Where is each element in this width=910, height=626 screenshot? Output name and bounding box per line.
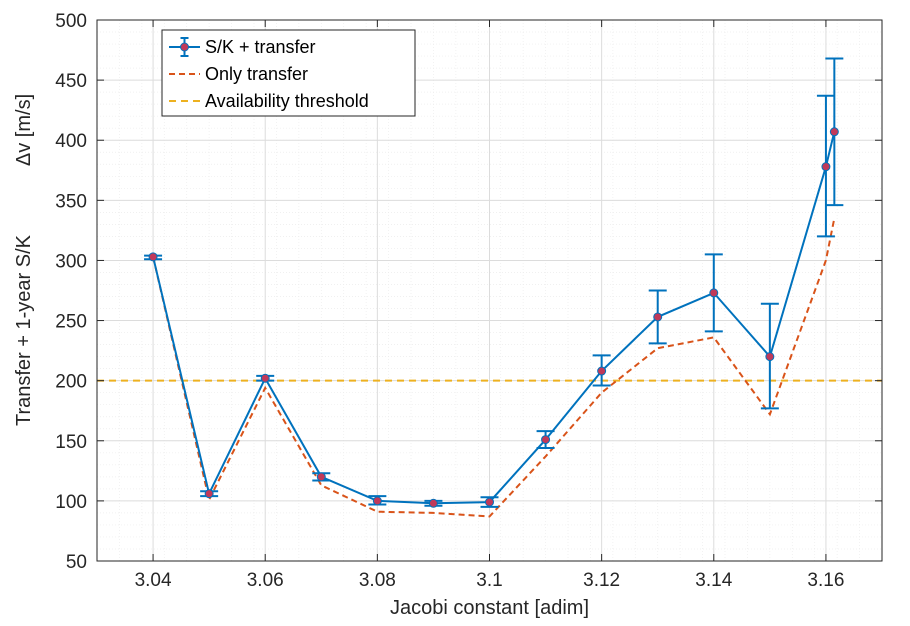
data-point <box>316 472 326 482</box>
x-tick-label: 3.08 <box>359 570 396 591</box>
legend-entry-only-transfer: Only transfer <box>205 64 308 84</box>
data-point <box>821 162 831 172</box>
y-tick-label: 400 <box>55 131 87 152</box>
data-point <box>541 435 551 445</box>
y-tick-label: 200 <box>55 372 87 393</box>
y-axis-label-line2: Δv [m/s] <box>13 94 35 166</box>
data-point <box>765 352 775 362</box>
legend-symbol-sk-transfer <box>169 37 200 57</box>
legend-entry-sk-transfer: S/K + transfer <box>205 37 316 57</box>
x-axis-label: Jacobi constant [adim] <box>390 597 589 619</box>
y-tick-label: 500 <box>55 11 87 32</box>
legend: S/K + transfer Only transfer Availabilit… <box>161 29 416 117</box>
y-axis-label: Transfer + 1-year S/K Δv [m/s] <box>13 94 35 426</box>
x-tick-label: 3.12 <box>583 570 620 591</box>
data-point <box>148 252 158 262</box>
y-axis-label-line1: Transfer + 1-year S/K <box>13 234 35 426</box>
x-tick-label: 3.1 <box>476 570 502 591</box>
data-point <box>485 497 494 507</box>
data-point <box>372 496 382 506</box>
y-tick-label: 350 <box>55 191 87 212</box>
legend-box <box>161 29 416 117</box>
plot-content <box>97 57 882 518</box>
only-transfer-line <box>152 218 836 518</box>
data-point <box>204 489 214 499</box>
y-tick-label: 150 <box>55 432 87 453</box>
legend-entry-availability-threshold: Availability threshold <box>205 91 369 111</box>
tick-labels: 3.04 3.06 3.08 3.1 3.12 3.14 3.16 50 100 150 200 25… <box>55 11 844 591</box>
y-tick-label: 450 <box>55 71 87 92</box>
x-tick-label: 3.14 <box>695 570 732 591</box>
data-point <box>709 288 719 298</box>
y-tick-label: 100 <box>55 492 87 513</box>
data-point <box>428 498 438 508</box>
axes <box>96 19 883 562</box>
sk-transfer-line <box>152 131 836 505</box>
data-point <box>260 373 270 383</box>
legend-marker <box>180 42 189 52</box>
data-point <box>829 127 839 137</box>
y-tick-label: 50 <box>66 552 87 573</box>
data-point <box>597 366 607 376</box>
x-tick-label: 3.16 <box>807 570 844 591</box>
y-tick-label: 300 <box>55 251 87 272</box>
x-tick-label: 3.06 <box>247 570 284 591</box>
x-tick-label: 3.04 <box>135 570 172 591</box>
data-point <box>653 312 663 322</box>
y-tick-label: 250 <box>55 312 87 333</box>
